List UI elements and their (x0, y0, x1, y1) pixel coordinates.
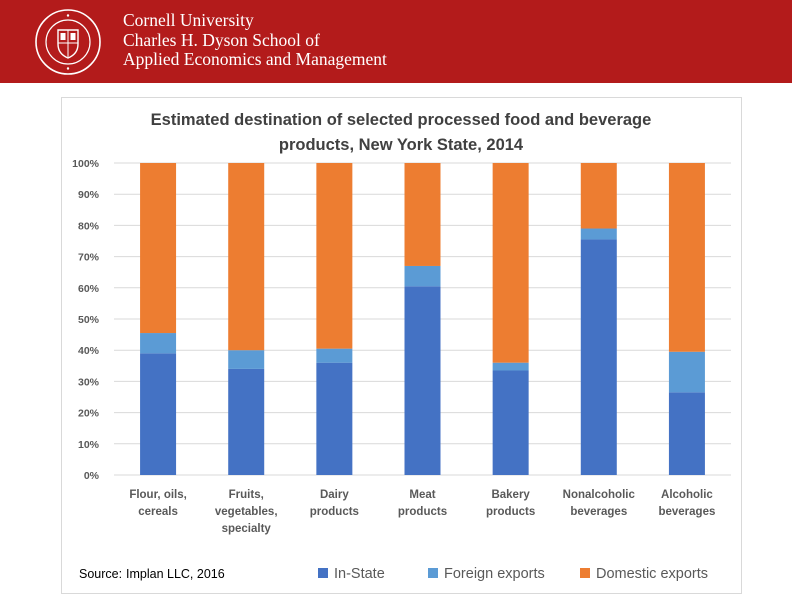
y-axis-ticks: 0% 10% 20% 30% 40% 50% 60% 70% 80% 90% 100% (72, 158, 100, 482)
y-tick-label: 60% (78, 283, 100, 295)
x-category-label: Dairy (320, 489, 349, 501)
y-tick-label: 70% (78, 252, 100, 264)
x-category-label: beverages (570, 506, 627, 518)
y-tick-label: 80% (78, 220, 100, 232)
x-category-label: products (310, 506, 359, 518)
bar-segment-domestic-exports (668, 163, 705, 352)
school-name-line1: Charles H. Dyson School of (123, 29, 320, 50)
x-category-label: vegetables, (215, 506, 278, 518)
y-tick-label: 20% (78, 408, 100, 420)
bar-segment-foreign-exports (492, 362, 529, 371)
bar-segment-in-state (492, 370, 529, 475)
bar-segment-in-state (316, 362, 353, 475)
bar-segment-domestic-exports (404, 163, 441, 266)
x-category-label: Bakery (491, 489, 530, 501)
chart-title: Estimated destination of selected proces… (151, 111, 652, 154)
bar-segment-foreign-exports (140, 333, 177, 354)
y-tick-label: 90% (78, 189, 100, 201)
cornell-header-banner: Cornell University Charles H. Dyson Scho… (0, 0, 792, 83)
bar-segment-foreign-exports (316, 348, 353, 363)
legend-label: Foreign exports (444, 566, 545, 582)
x-category-label: beverages (658, 506, 715, 518)
bar-segment-in-state (404, 286, 441, 475)
chart-title-line-2: products, New York State, 2014 (279, 136, 524, 154)
x-category-label: Fruits, (229, 489, 264, 501)
legend-swatch (428, 568, 438, 578)
stacked-bar-chart: Estimated destination of selected proces… (72, 111, 731, 582)
x-category-label: products (398, 506, 447, 518)
bar-segment-domestic-exports (140, 163, 177, 334)
source-label: Source: (79, 567, 122, 581)
bar-segment-foreign-exports (668, 351, 705, 393)
bar-segment-in-state (580, 239, 617, 475)
bar-segment-in-state (668, 392, 705, 475)
x-category-label: Meat (409, 489, 435, 501)
bar-segment-foreign-exports (404, 265, 441, 287)
chart-container: Estimated destination of selected proces… (61, 97, 742, 594)
y-tick-label: 10% (78, 439, 100, 451)
y-tick-label: 40% (78, 345, 100, 357)
x-category-label: Flour, oils, (129, 489, 187, 501)
legend-label: Domestic exports (596, 566, 708, 582)
bar-segment-foreign-exports (580, 228, 617, 240)
bar-segment-domestic-exports (492, 163, 529, 363)
legend-swatch (580, 568, 590, 578)
university-name: Cornell University (123, 10, 254, 30)
school-name-line2: Applied Economics and Management (123, 49, 387, 69)
y-tick-label: 100% (72, 158, 100, 170)
y-tick-label: 0% (84, 470, 100, 482)
x-axis-labels: Flour, oils, cereals Fruits, vegetables, spe… (129, 489, 715, 535)
x-category-label: cereals (138, 506, 178, 518)
legend: In-State Foreign exports Domestic exports (318, 566, 708, 582)
bar-segment-domestic-exports (228, 163, 265, 351)
legend-label: In-State (334, 566, 385, 582)
legend-swatch (318, 568, 328, 578)
bars (140, 163, 705, 475)
bar-segment-foreign-exports (228, 350, 265, 369)
source-note: Source: Implan LLC, 2016 (79, 567, 225, 581)
cornell-seal-logo (35, 9, 101, 75)
y-tick-label: 50% (78, 314, 100, 326)
bar-segment-in-state (140, 353, 177, 475)
bar-segment-domestic-exports (316, 163, 353, 349)
x-category-label: Alcoholic (661, 489, 713, 501)
bar-segment-in-state (228, 368, 265, 475)
bar-segment-domestic-exports (580, 163, 617, 229)
y-tick-label: 30% (78, 376, 100, 388)
x-category-label: Nonalcoholic (563, 489, 636, 501)
source-text: Implan LLC, 2016 (126, 567, 225, 581)
x-category-label: products (486, 506, 535, 518)
chart-title-line-1: Estimated destination of selected proces… (151, 111, 652, 129)
x-category-label: specialty (222, 523, 272, 535)
